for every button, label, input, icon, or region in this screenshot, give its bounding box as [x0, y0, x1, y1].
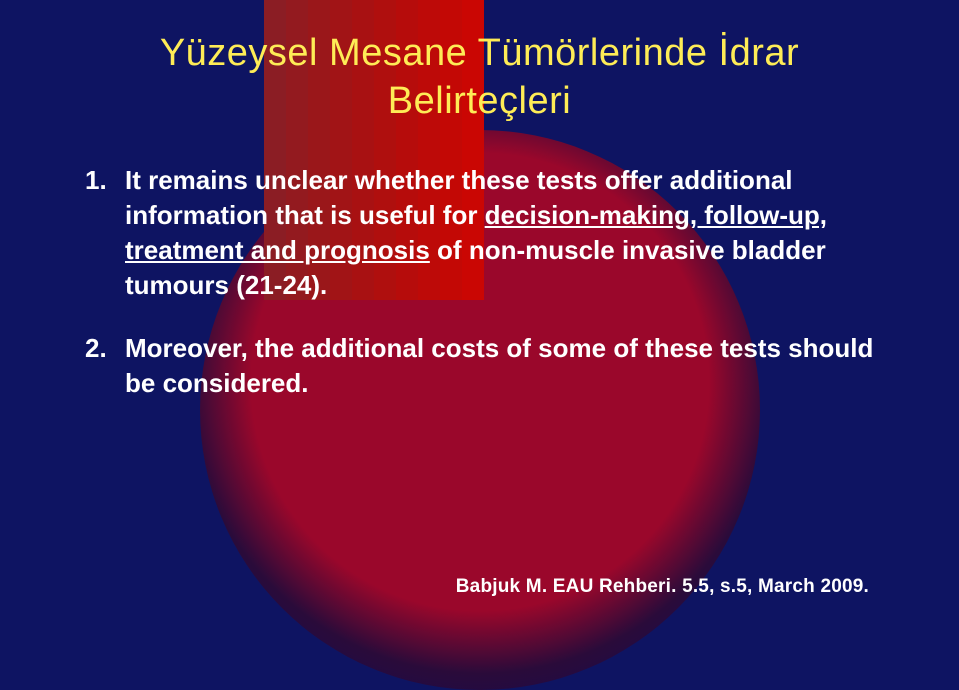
slide-content: Yüzeysel Mesane Tümörlerinde İdrar Belir… — [0, 0, 959, 660]
list-item: It remains unclear whether these tests o… — [85, 163, 889, 303]
reference-text: Babjuk M. EAU Rehberi. 5.5, s.5, March 2… — [456, 576, 869, 598]
list-item-text: Moreover, the additional costs of some o… — [125, 333, 873, 398]
bullet-list: It remains unclear whether these tests o… — [60, 163, 899, 402]
list-item: Moreover, the additional costs of some o… — [85, 331, 889, 401]
slide-title: Yüzeysel Mesane Tümörlerinde İdrar Belir… — [130, 30, 830, 125]
